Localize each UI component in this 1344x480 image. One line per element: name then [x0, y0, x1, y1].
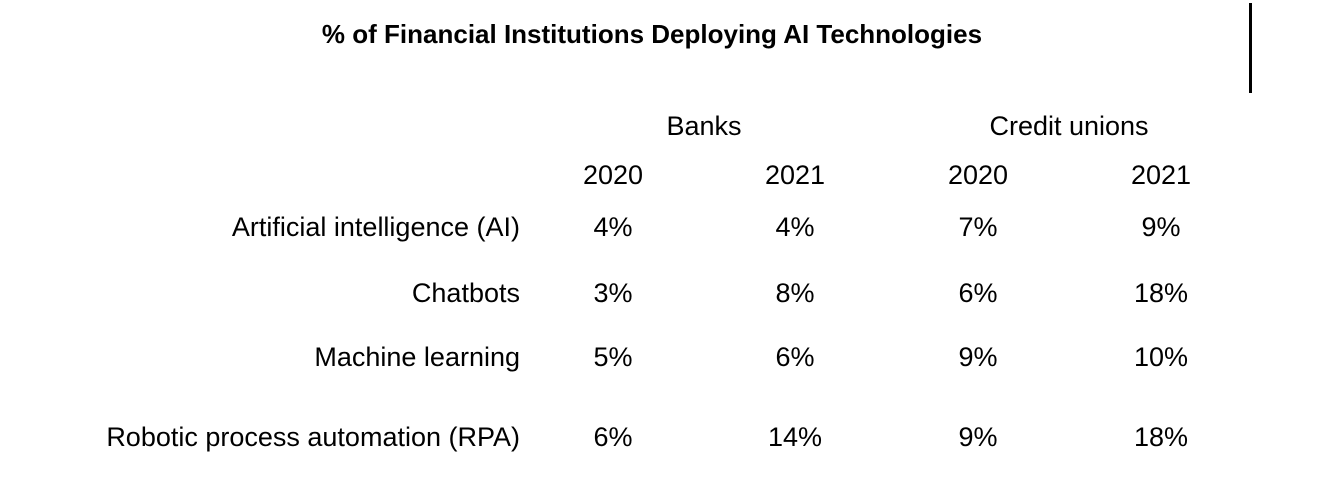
table-cell: 9% — [958, 422, 998, 452]
year-label-credit-unions-2020: 2020 — [947, 160, 1009, 190]
group-label-credit-unions: Credit unions — [989, 111, 1149, 141]
group-label-banks: Banks — [666, 111, 742, 141]
table-cell: 18% — [1133, 278, 1189, 308]
table-cell: 18% — [1133, 422, 1189, 452]
table-cell: 9% — [958, 342, 998, 372]
table-cell: 6% — [593, 422, 633, 452]
table-cell: 8% — [775, 278, 815, 308]
table-cell: 6% — [958, 278, 998, 308]
table-cell: 4% — [775, 212, 815, 242]
table-cell: 10% — [1133, 342, 1189, 372]
row-label-ai: Artificial intelligence (AI) — [231, 212, 520, 242]
year-label-banks-2020: 2020 — [582, 160, 644, 190]
table-cell: 14% — [767, 422, 823, 452]
row-label-machine-learning: Machine learning — [314, 342, 520, 372]
chart-title: % of Financial Institutions Deploying AI… — [321, 19, 983, 49]
table-cell: 7% — [958, 212, 998, 242]
table-cell: 6% — [775, 342, 815, 372]
row-label-chatbots: Chatbots — [411, 278, 520, 308]
text-cursor — [1249, 3, 1252, 93]
year-label-banks-2021: 2021 — [764, 160, 826, 190]
table-cell: 4% — [593, 212, 633, 242]
table-cell: 5% — [593, 342, 633, 372]
row-label-rpa: Robotic process automation (RPA) — [106, 422, 520, 452]
table-cell: 9% — [1141, 212, 1181, 242]
table-cell: 3% — [593, 278, 633, 308]
year-label-credit-unions-2021: 2021 — [1130, 160, 1192, 190]
